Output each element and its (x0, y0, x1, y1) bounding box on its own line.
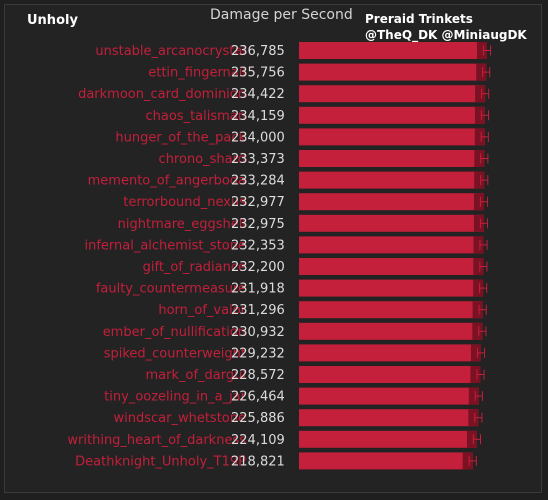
category-label: mark_of_dargul (146, 368, 246, 383)
bar (299, 258, 484, 275)
category-label: spiked_counterweight (104, 346, 246, 361)
category-label: windscar_whetstone (114, 411, 247, 426)
bar-segment (475, 85, 486, 103)
value-label: 224,109 (231, 433, 285, 448)
bar-segment (477, 42, 487, 59)
value-label: 226,464 (231, 390, 285, 405)
bar (299, 193, 484, 211)
bar (299, 279, 484, 297)
bar (299, 301, 483, 319)
value-label: 232,200 (231, 260, 285, 275)
bar-segment (471, 344, 482, 362)
subtitle-line-1: Preraid Trinkets (365, 12, 473, 26)
category-label: terrorbound_nexus (123, 195, 246, 210)
bar (299, 452, 473, 470)
category-label: ember_of_nullification (103, 325, 246, 340)
value-label: 231,918 (231, 282, 285, 297)
value-label: 232,353 (231, 238, 285, 253)
spec-label: Unholy (27, 13, 78, 28)
category-label: unstable_arcanocrystal (95, 44, 246, 59)
bar (299, 387, 479, 405)
bar (299, 430, 477, 448)
bar (299, 409, 479, 427)
value-label: 229,232 (231, 346, 285, 361)
category-label: memento_of_angerboda (88, 174, 246, 189)
category-label: Deathknight_Unholy_T19P (75, 454, 246, 469)
value-label: 234,422 (231, 87, 285, 102)
bar (299, 322, 483, 340)
value-label: 232,975 (231, 217, 285, 232)
bar-segment (474, 106, 485, 124)
chart-subtitle: Preraid Trinkets @TheQ_DK @MiniaugDK (365, 11, 527, 43)
value-label: 235,756 (231, 66, 285, 81)
value-label: 230,932 (231, 325, 285, 340)
bar (299, 42, 487, 59)
bar (299, 128, 485, 146)
bar-segment (473, 193, 484, 211)
bar-segment (472, 322, 483, 340)
bar-segment (466, 430, 477, 448)
bar-segment (473, 258, 484, 275)
bar-segment (476, 63, 487, 81)
category-label: chaos_talisman (145, 109, 246, 124)
bar-segment (474, 150, 485, 167)
bar (299, 344, 482, 362)
value-label: 236,785 (231, 44, 285, 59)
value-label: 231,296 (231, 303, 285, 318)
value-label: 232,977 (231, 195, 285, 210)
value-label: 225,886 (231, 411, 285, 426)
category-label: nightmare_eggshell (118, 217, 246, 232)
bar-segment (474, 128, 485, 146)
bar (299, 150, 485, 167)
bar-segment (472, 301, 483, 319)
category-label: hunger_of_the_pack (115, 130, 246, 145)
bar (299, 63, 487, 81)
bar-segment (462, 452, 473, 470)
category-label: chrono_shard (159, 152, 246, 167)
category-label: darkmoon_card_dominion (78, 87, 246, 102)
chart-panel: Unholy Damage per Second Preraid Trinket… (4, 4, 542, 493)
category-label: gift_of_radiance (143, 260, 246, 275)
value-label: 234,159 (231, 109, 285, 124)
value-label: 234,000 (231, 130, 285, 145)
bar (299, 171, 485, 189)
bar (299, 85, 486, 103)
value-label: 228,572 (231, 368, 285, 383)
value-label: 233,284 (231, 174, 285, 189)
category-label: tiny_oozeling_in_a_jar (104, 390, 246, 405)
bar-segment (468, 409, 479, 427)
bar (299, 214, 484, 232)
bar (299, 236, 484, 254)
bar (299, 106, 485, 124)
bar (299, 366, 481, 383)
category-label: faulty_countermeasure (96, 282, 246, 297)
category-label: infernal_alchemist_stone (84, 238, 246, 253)
bar-segment (473, 236, 484, 254)
value-label: 218,821 (231, 454, 285, 469)
category-label: horn_of_valor (158, 303, 246, 318)
bar-segment (473, 279, 484, 297)
bar-segment (474, 171, 485, 189)
subtitle-line-2: @TheQ_DK @MiniaugDK (365, 28, 527, 42)
chart-title: Damage per Second (210, 7, 353, 23)
bar-segment (470, 366, 481, 383)
category-label: ettin_fingernail (148, 66, 246, 81)
value-label: 233,373 (231, 152, 285, 167)
category-label: writhing_heart_of_darkness (67, 433, 246, 448)
bar-segment (473, 214, 484, 232)
bar-segment (468, 387, 479, 405)
